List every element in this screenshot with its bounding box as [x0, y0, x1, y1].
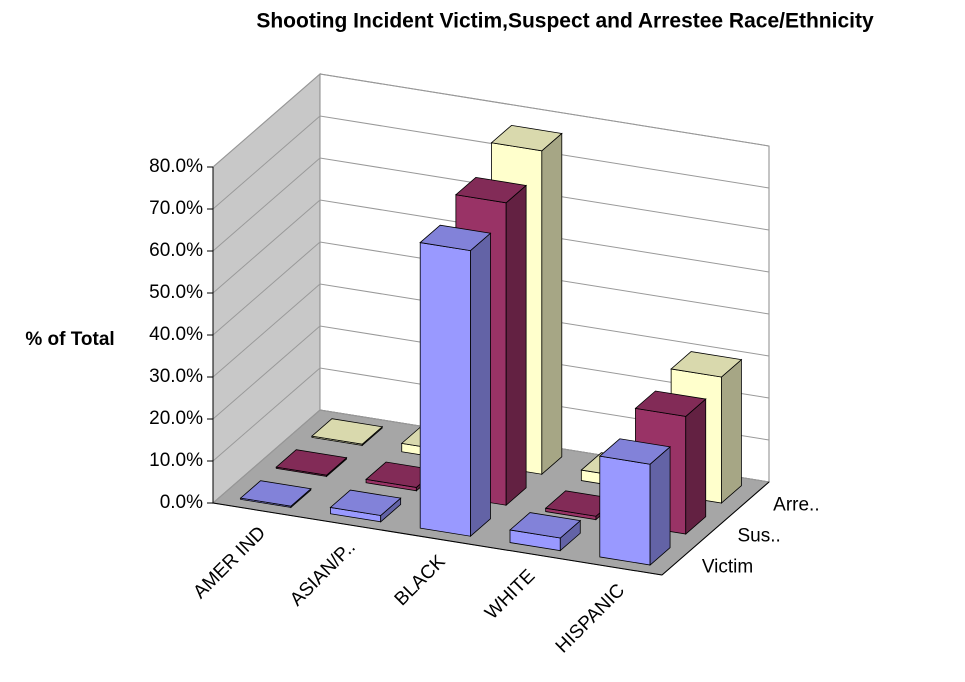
y-tick-label: 0.0% [160, 492, 203, 513]
bar-top [509, 512, 582, 539]
bar-side [649, 445, 671, 566]
bar-front [419, 242, 471, 537]
x-tick-label: WHITE [481, 566, 539, 624]
bar [419, 224, 492, 538]
y-tick-label: 70.0% [149, 198, 203, 219]
bar [311, 418, 384, 447]
bar-front [599, 455, 651, 566]
bar [509, 512, 582, 552]
grid-line [212, 325, 770, 420]
grid-line [212, 199, 770, 294]
x-axis [212, 502, 663, 576]
bar-side [685, 398, 707, 535]
bar-top [275, 449, 348, 476]
bar-side [721, 358, 742, 504]
bar-side [470, 232, 491, 538]
y-axis-label: % of Total [25, 329, 114, 350]
chart-title: Shooting Incident Victim,Suspect and Arr… [256, 10, 874, 33]
bar [598, 438, 671, 566]
bar-top [454, 176, 528, 204]
depth-label: Sus.. [738, 526, 781, 547]
grid-line [212, 283, 770, 378]
grid-line [212, 367, 770, 462]
bar-top [670, 351, 743, 378]
x-tick-label: ASIAN/P.. [286, 537, 360, 611]
bar-top [311, 418, 384, 445]
grid-line [212, 73, 770, 168]
bar-side [541, 132, 563, 476]
depth-label: Arre.. [773, 495, 819, 516]
y-tick-label: 80.0% [149, 156, 203, 177]
bar-top [634, 390, 707, 417]
bar-top [419, 224, 492, 252]
bar-side [505, 184, 527, 507]
bar-top [329, 489, 402, 516]
x-tick-label: HISPANIC [552, 580, 629, 657]
grid-line [212, 241, 770, 336]
depth-label: Victim [702, 557, 753, 578]
y-tick-label: 20.0% [149, 408, 203, 429]
grid-line [212, 115, 770, 210]
y-tick-label: 60.0% [149, 240, 203, 261]
bar [275, 449, 348, 478]
depth-axis [661, 481, 770, 576]
y-tick-label: 10.0% [149, 450, 203, 471]
y-tick-label: 40.0% [149, 324, 203, 345]
bar-top [598, 438, 671, 465]
bar-top [490, 124, 563, 152]
y-tick-label: 30.0% [149, 366, 203, 387]
x-tick-label: BLACK [391, 551, 450, 610]
bar [329, 489, 402, 523]
x-tick-label: AMER IND [189, 522, 270, 603]
grid-line [212, 157, 770, 252]
y-tick-label: 50.0% [149, 282, 203, 303]
bar [239, 480, 312, 509]
bar-top [239, 480, 312, 507]
